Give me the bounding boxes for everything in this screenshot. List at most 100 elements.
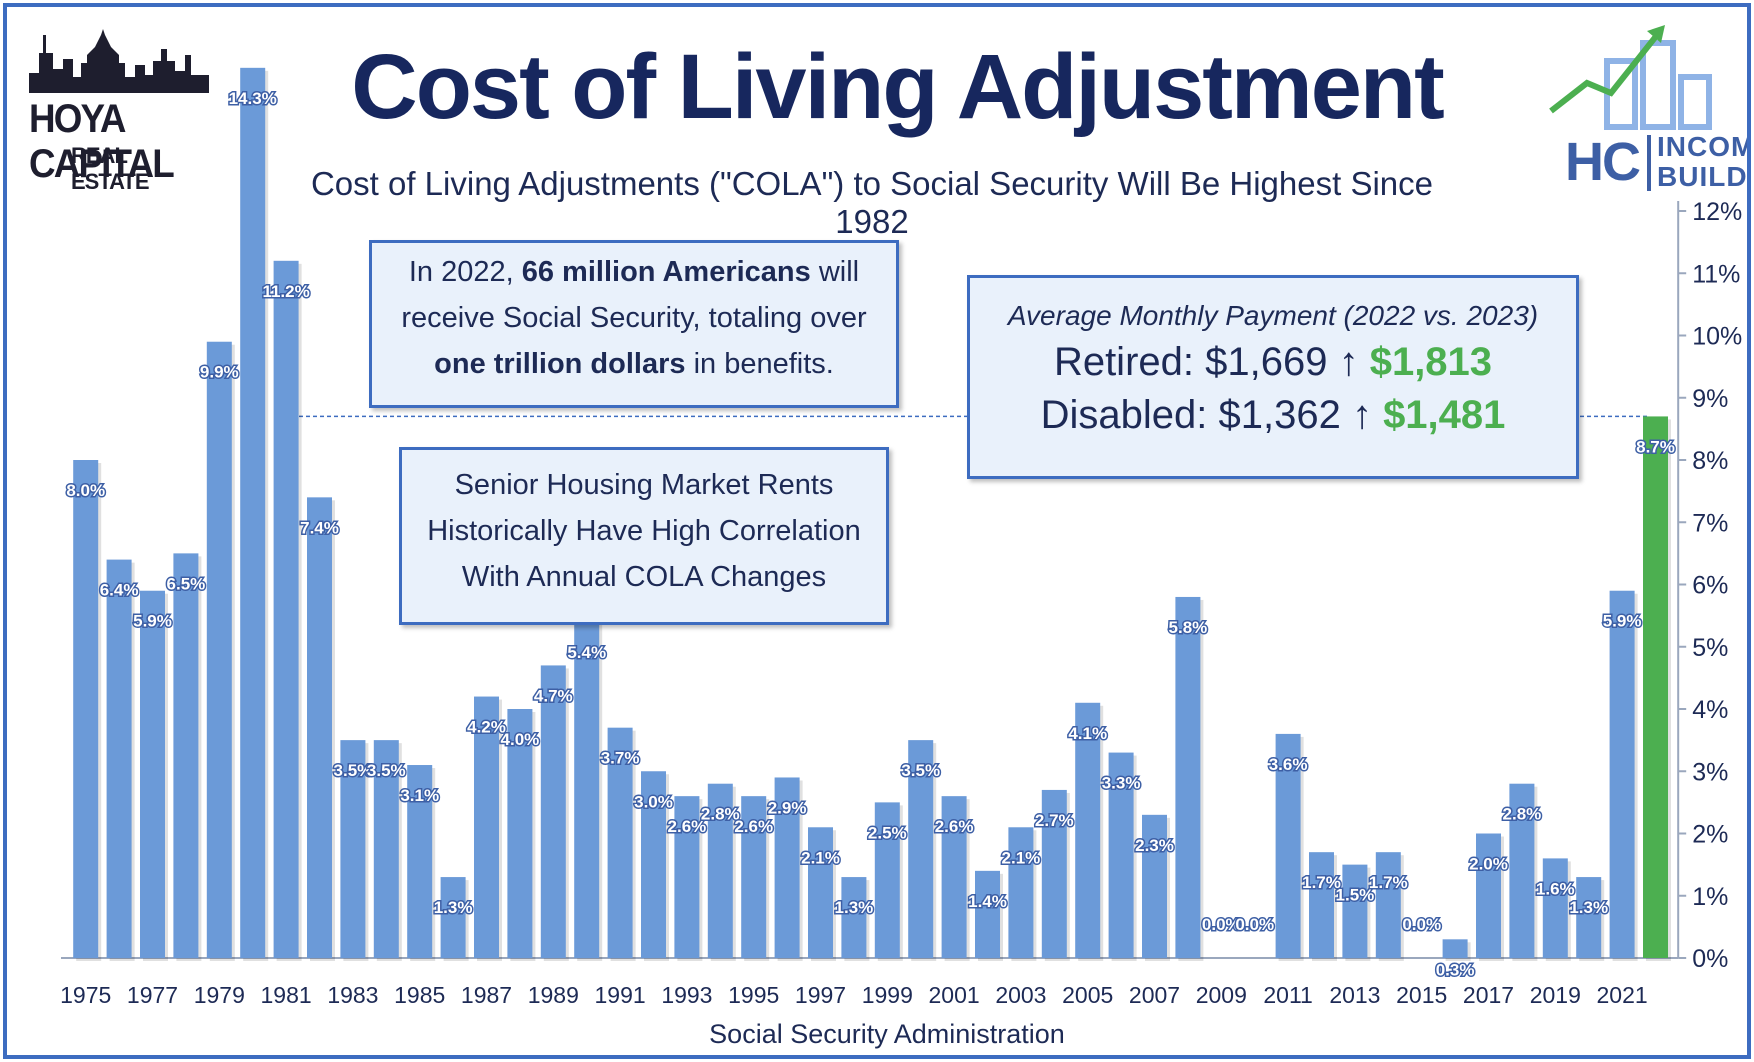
logo-sub-text: REAL ESTATE	[71, 143, 150, 194]
hoya-capital-logo: HOYA CAPITAL REAL ESTATE	[29, 25, 209, 194]
data-label: 1.4%	[968, 892, 1007, 911]
data-label: 11.2%	[262, 282, 309, 301]
retired-new-value: $1,813	[1369, 340, 1493, 384]
bar	[140, 590, 165, 958]
y-tick-label: 4%	[1692, 696, 1728, 724]
arrow-up-icon: ↑	[1351, 393, 1372, 437]
bar	[908, 740, 934, 958]
bar	[1476, 833, 1501, 958]
data-label: 5.8%	[1169, 618, 1208, 637]
y-tick-label: 12%	[1692, 198, 1742, 226]
data-label: 0.3%	[1436, 960, 1475, 979]
y-tick-label: 0%	[1692, 945, 1728, 973]
data-label: 0.0%	[1202, 915, 1241, 934]
bar	[574, 621, 600, 958]
logo-main-text: HOYA CAPITAL	[29, 97, 175, 186]
data-label: 2.6%	[668, 817, 707, 836]
x-axis-label: Social Security Administration	[709, 1019, 1065, 1049]
arrow-up-icon: ↑	[1338, 340, 1359, 384]
senior-housing-callout: Senior Housing Market Rents Historically…	[399, 447, 889, 625]
x-tick-label: 1983	[327, 982, 378, 1008]
bar	[1542, 858, 1568, 958]
data-label: 5.9%	[133, 612, 172, 631]
data-label: 2.1%	[801, 848, 840, 867]
y-tick-label: 9%	[1692, 385, 1728, 413]
senior-housing-line-3: With Annual COLA Changes	[461, 561, 827, 593]
y-tick-label: 6%	[1692, 572, 1728, 600]
x-tick-label: 1981	[261, 982, 312, 1008]
bar	[1442, 939, 1468, 958]
x-tick-label: 2007	[1129, 982, 1180, 1008]
data-label: 5.4%	[567, 643, 606, 662]
x-tick-label: 1995	[728, 982, 779, 1008]
americans-line-1-bold: 66 million Americans	[521, 256, 811, 288]
hc-income-builder-logo: HC INCOME BUILDER	[1547, 21, 1747, 192]
bar	[206, 341, 232, 959]
senior-housing-line-1: Senior Housing Market Rents	[454, 469, 834, 501]
data-label: 4.1%	[1068, 724, 1107, 743]
x-tick-label: 2011	[1263, 982, 1312, 1008]
data-label: 5.9%	[1603, 612, 1642, 631]
chart-frame: 0% 1% 2% 3% 4% 5% 6% 7% 8% 9% 10% 11% 12% 8.0% 6.4% 5.9…	[3, 3, 1751, 1059]
bar	[540, 665, 566, 958]
data-label: 3.7%	[601, 749, 640, 768]
bar	[273, 260, 299, 958]
bar	[641, 771, 666, 958]
retired-old-value: Retired: $1,669	[1053, 340, 1328, 384]
americans-callout: In 2022, 66 million Americans will recei…	[369, 240, 899, 408]
bar	[173, 553, 199, 958]
bar	[975, 870, 1000, 958]
y-tick-label: 3%	[1692, 758, 1728, 786]
builder-text: BUILDER	[1657, 161, 1748, 192]
income-text: INCOME	[1657, 131, 1747, 162]
x-tick-label: 1979	[194, 982, 245, 1008]
bar	[1041, 789, 1067, 958]
americans-line-2: receive Social Security, totaling over	[401, 302, 867, 334]
data-label: 1.7%	[1369, 873, 1408, 892]
data-label: 4.0%	[501, 730, 540, 749]
data-label: 0.0%	[1235, 915, 1274, 934]
data-label: 2.1%	[1002, 848, 1041, 867]
logo-divider	[1647, 135, 1651, 191]
x-tick-label: 2021	[1597, 982, 1648, 1008]
data-label: 0.0%	[1402, 915, 1441, 934]
y-tick-label: 1%	[1692, 883, 1728, 911]
page-title: Cost of Living Adjustment	[351, 36, 1444, 138]
chart-svg: 0% 1% 2% 3% 4% 5% 6% 7% 8% 9% 10% 11% 12% 8.0% 6.4% 5.9…	[60, 67, 1742, 1049]
y-tick-label: 8%	[1692, 447, 1728, 475]
bar	[1108, 752, 1134, 958]
x-tick-label: 2003	[995, 982, 1046, 1008]
bar	[106, 559, 132, 958]
y-tick-label: 5%	[1692, 634, 1728, 662]
x-tick-label: 1975	[60, 982, 111, 1008]
data-label: 8.7%	[1636, 437, 1675, 456]
data-label: 3.6%	[1269, 755, 1308, 774]
disabled-old-value: Disabled: $1,362	[1040, 393, 1341, 437]
x-tick-label: 1989	[528, 982, 579, 1008]
x-tick-label: 2005	[1062, 982, 1113, 1008]
data-label: 3.5%	[901, 761, 940, 780]
americans-line-1-pre: In 2022,	[408, 256, 522, 288]
data-label: 1.3%	[434, 898, 473, 917]
bar	[73, 460, 99, 958]
americans-line-1: In 2022, 66 million Americans will	[372, 249, 896, 295]
bar	[607, 727, 633, 958]
disabled-new-value: $1,481	[1383, 393, 1506, 437]
bar	[407, 765, 433, 958]
bar	[741, 796, 767, 958]
data-label: 2.0%	[1469, 855, 1508, 874]
payment-heading: Average Monthly Payment (2022 vs. 2023)	[1007, 300, 1539, 331]
bar	[1142, 814, 1167, 958]
x-tick-label: 2019	[1530, 982, 1581, 1008]
x-tick-label: 1999	[862, 982, 913, 1008]
bar	[941, 796, 967, 958]
data-label: 9.9%	[200, 363, 239, 382]
payment-callout: Average Monthly Payment (2022 vs. 2023) …	[967, 275, 1579, 479]
y-tick-label: 10%	[1692, 323, 1742, 351]
bar	[841, 877, 867, 958]
x-tick-label: 2013	[1329, 982, 1380, 1008]
bar	[1342, 864, 1368, 958]
x-tick-label: 2017	[1463, 982, 1514, 1008]
data-label: 2.7%	[1035, 811, 1074, 830]
growth-chart-icon	[1549, 25, 1712, 130]
